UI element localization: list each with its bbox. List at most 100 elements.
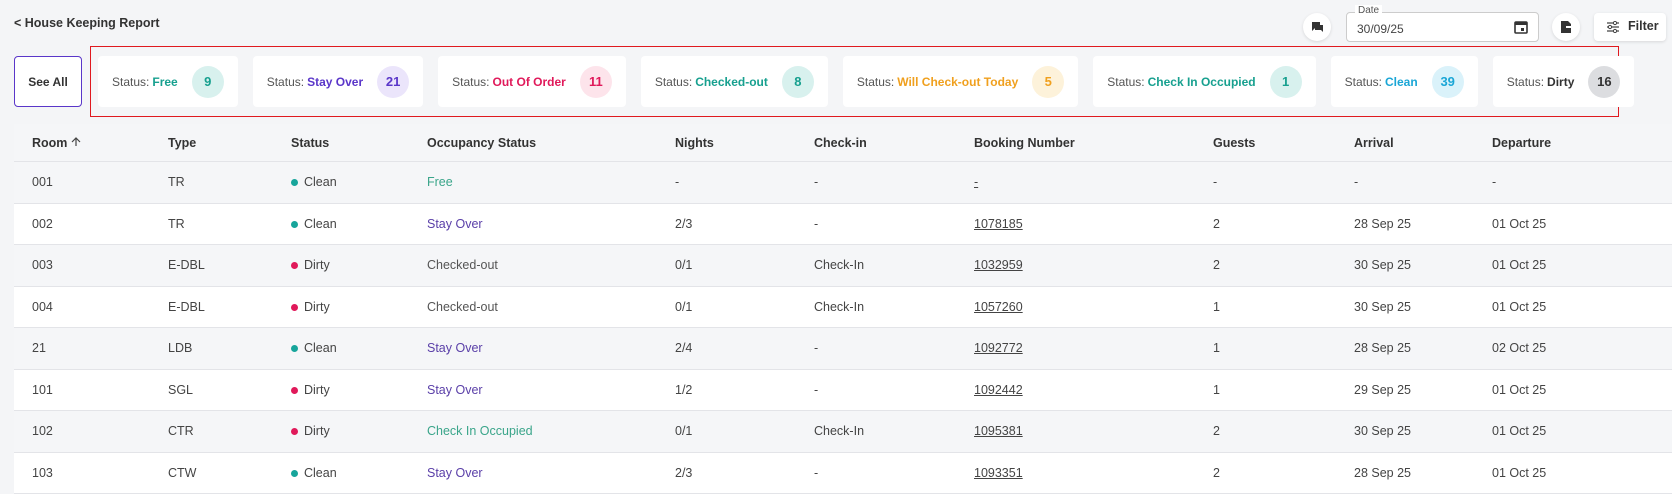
cell-text[interactable]: 1078185: [974, 217, 1023, 231]
cell: Free: [427, 175, 453, 189]
cell: 01 Oct 25: [1492, 466, 1546, 480]
cell: 1092442: [974, 383, 1023, 397]
cell-text: 001: [32, 175, 53, 189]
cell-text: TR: [168, 175, 185, 189]
cell-text: 101: [32, 383, 53, 397]
cell-text: -: [1354, 175, 1358, 189]
cell: 1: [1213, 383, 1220, 397]
status-dot: [291, 428, 298, 435]
cell-text: 30 Sep 25: [1354, 424, 1411, 438]
cell-text: SGL: [168, 383, 193, 397]
cell-text: Stay Over: [427, 466, 483, 480]
status-label: Clean: [1385, 75, 1418, 89]
export-button[interactable]: [1552, 13, 1580, 41]
cell-text[interactable]: 1092442: [974, 383, 1023, 397]
status-dot: [291, 387, 298, 394]
column-header: Check-in: [814, 136, 867, 150]
status-prefix: Status:: [857, 75, 894, 89]
cell-text[interactable]: 1032959: [974, 258, 1023, 272]
cell-text: LDB: [168, 341, 192, 355]
cell: -: [814, 383, 818, 397]
cell-text: Check-In: [814, 424, 864, 438]
cell-text: 1/2: [675, 383, 692, 397]
cell-text[interactable]: 1095381: [974, 424, 1023, 438]
cell-text: 28 Sep 25: [1354, 217, 1411, 231]
cell-text: 102: [32, 424, 53, 438]
cell: 1093351: [974, 466, 1023, 480]
column-header: Type: [168, 136, 196, 150]
cell: 1078185: [974, 217, 1023, 231]
cell-text: 0/1: [675, 258, 692, 272]
status-label: Dirty: [1547, 75, 1574, 89]
status-label: Stay Over: [307, 75, 363, 89]
cell-text: Checked-out: [427, 258, 498, 272]
status-count: 21: [377, 66, 409, 98]
column-header: Room: [32, 136, 82, 150]
back-link[interactable]: < House Keeping Report: [14, 16, 160, 30]
chat-button[interactable]: [1303, 13, 1331, 41]
column-header: Guests: [1213, 136, 1255, 150]
status-prefix: Status:: [1345, 75, 1382, 89]
cell: E-DBL: [168, 300, 205, 314]
cell: 2/4: [675, 341, 692, 355]
cell: 1032959: [974, 258, 1023, 272]
cell: 01 Oct 25: [1492, 424, 1546, 438]
cell-text[interactable]: 1057260: [974, 300, 1023, 314]
cell-text: 29 Sep 25: [1354, 383, 1411, 397]
cell: 1/2: [675, 383, 692, 397]
cell-text: 01 Oct 25: [1492, 300, 1546, 314]
status-dot: [291, 470, 298, 477]
cell: -: [814, 217, 818, 231]
column-header: Occupancy Status: [427, 136, 536, 150]
cell-text: Free: [427, 175, 453, 189]
cell: Stay Over: [427, 341, 483, 355]
cell: Clean: [291, 341, 337, 355]
cell-text[interactable]: -: [974, 175, 978, 189]
cell-text[interactable]: 1092772: [974, 341, 1023, 355]
cell: Check-In: [814, 300, 864, 314]
cell-text: 30 Sep 25: [1354, 258, 1411, 272]
date-value: 30/09/25: [1357, 22, 1404, 36]
status-prefix: Status:: [1507, 75, 1544, 89]
status-label: Out Of Order: [492, 75, 565, 89]
cell-text[interactable]: 1093351: [974, 466, 1023, 480]
cell-text: 2: [1213, 466, 1220, 480]
sort-icon[interactable]: [70, 137, 82, 147]
cell-text: -: [1492, 175, 1496, 189]
filter-button[interactable]: Filter: [1594, 13, 1666, 41]
cell: Dirty: [291, 383, 330, 397]
cell: Dirty: [291, 424, 330, 438]
cell-text: 01 Oct 25: [1492, 466, 1546, 480]
cell: Dirty: [291, 300, 330, 314]
see-all-button[interactable]: See All: [14, 56, 82, 107]
cell: 003: [32, 258, 53, 272]
column-header: Status: [291, 136, 329, 150]
cell-text: CTR: [168, 424, 194, 438]
cell-text: 01 Oct 25: [1492, 383, 1546, 397]
cell: -: [1492, 175, 1496, 189]
cell-text: Dirty: [304, 300, 330, 314]
cell: Stay Over: [427, 466, 483, 480]
status-dot: [291, 304, 298, 311]
status-label: Will Check-out Today: [897, 75, 1018, 89]
cell: 1057260: [974, 300, 1023, 314]
cell: -: [814, 175, 818, 189]
cell: -: [814, 341, 818, 355]
cell: 001: [32, 175, 53, 189]
cell: E-DBL: [168, 258, 205, 272]
cell: 0/1: [675, 258, 692, 272]
cell-text: 103: [32, 466, 53, 480]
